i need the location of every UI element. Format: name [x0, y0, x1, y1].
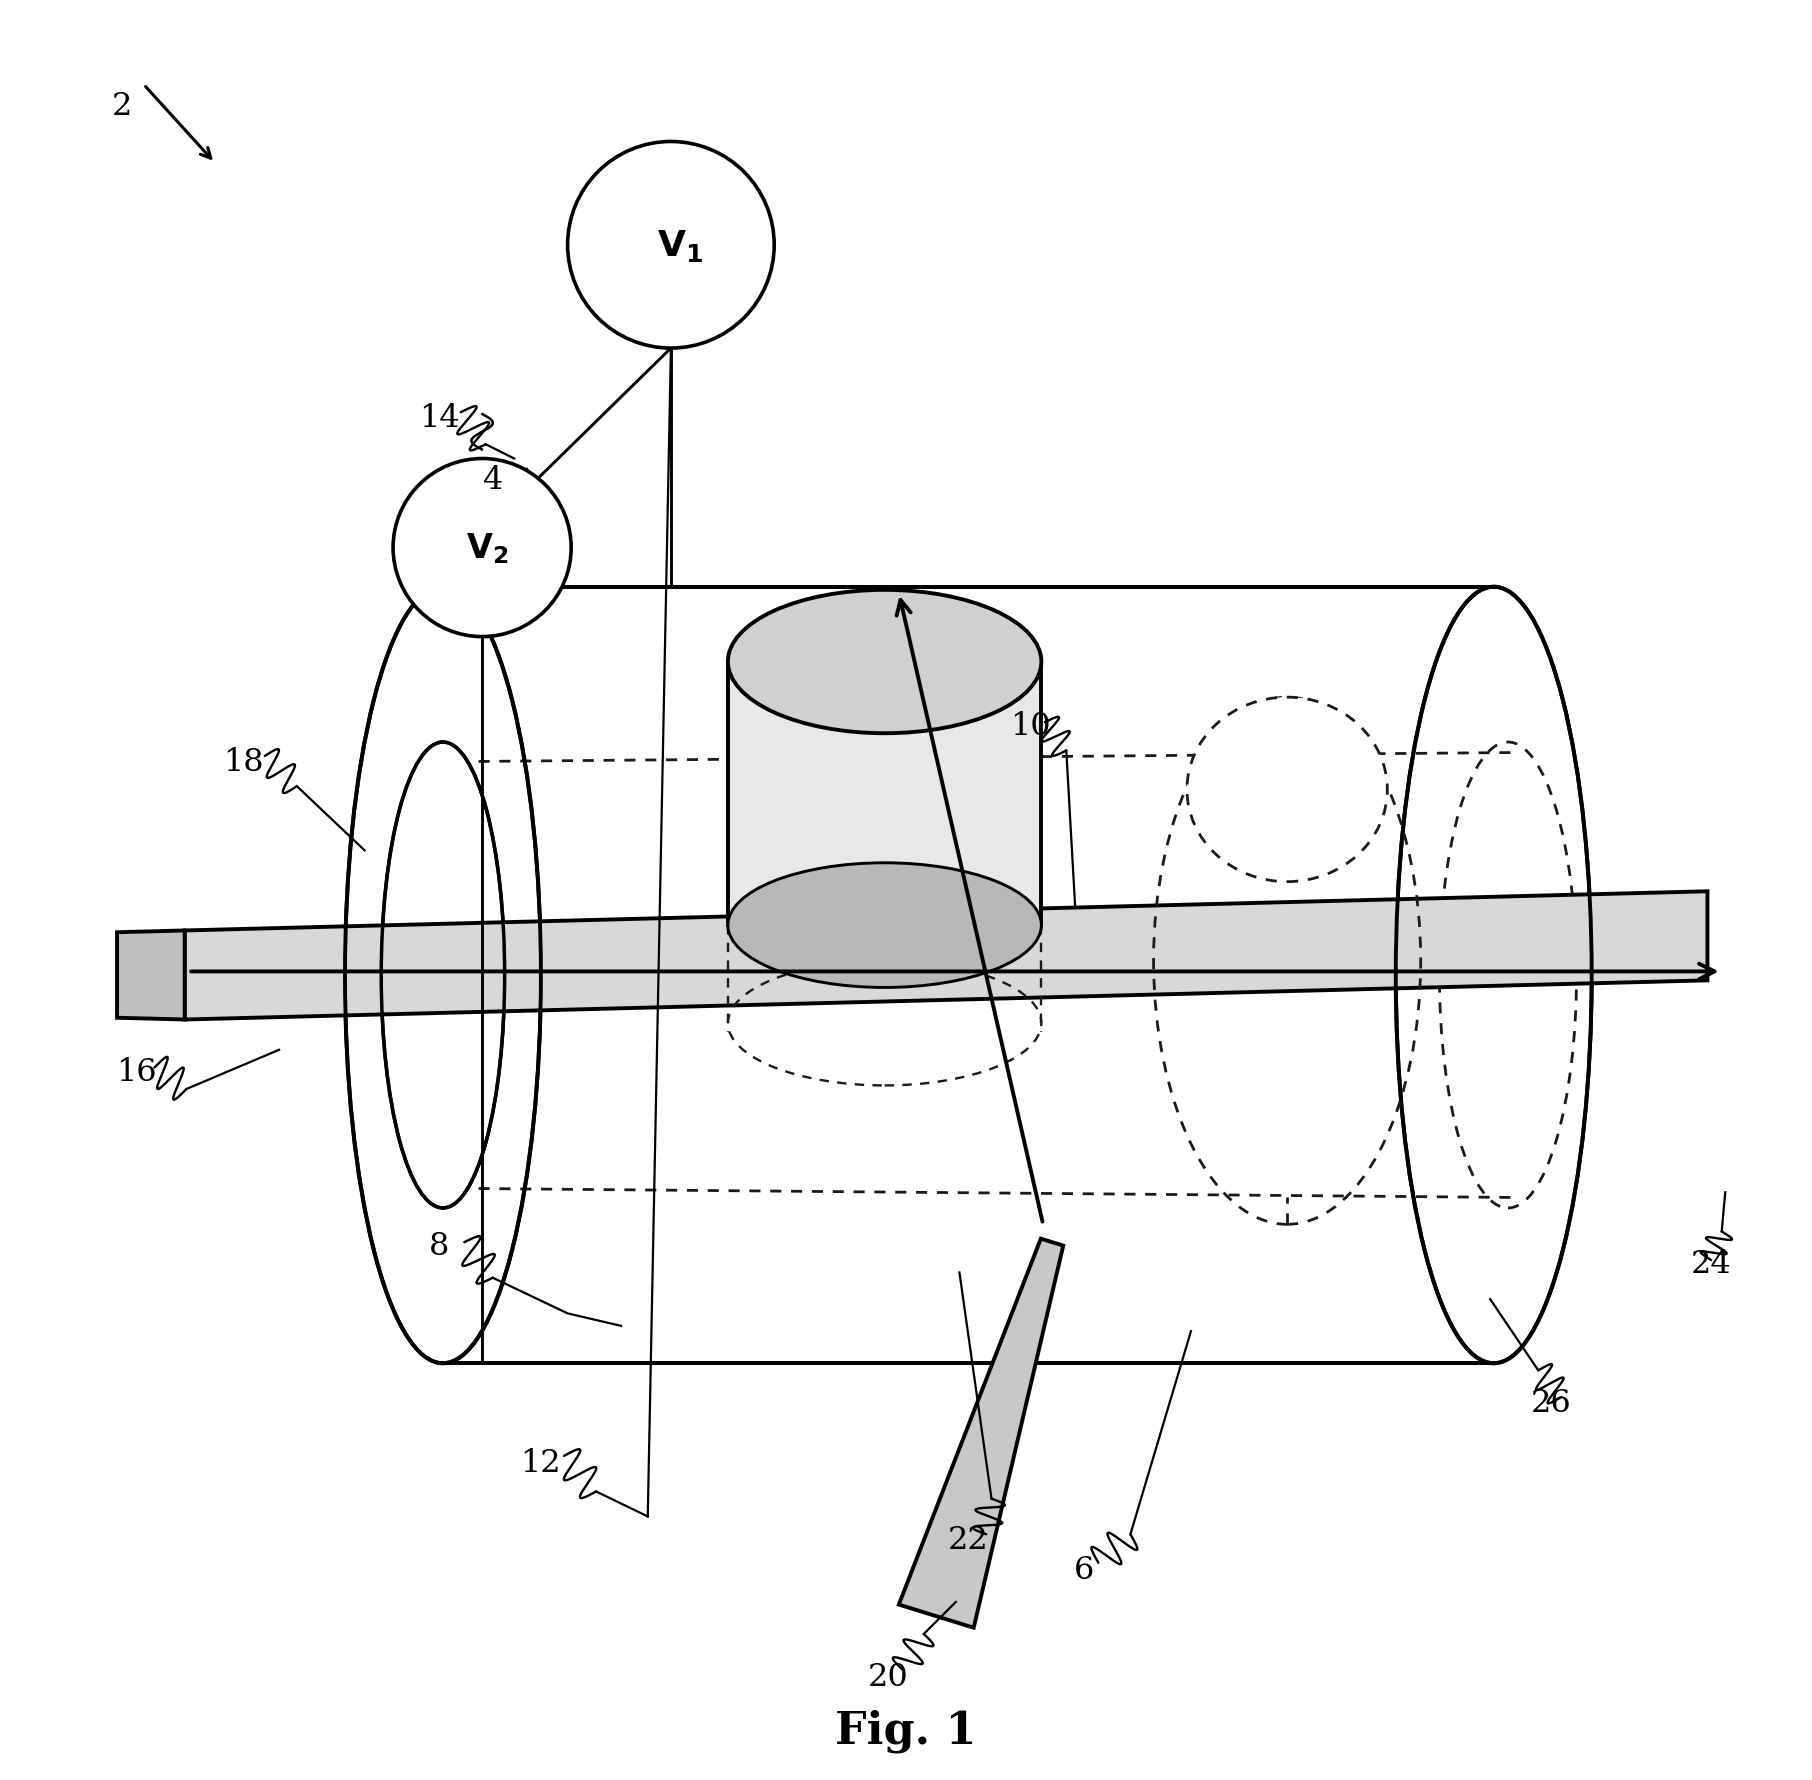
- Text: 16: 16: [116, 1056, 158, 1088]
- Bar: [442, 587, 1493, 1363]
- Text: 6: 6: [1075, 1554, 1094, 1586]
- Text: 24: 24: [1691, 1248, 1732, 1280]
- Text: 22: 22: [948, 1524, 989, 1556]
- Polygon shape: [118, 931, 185, 1020]
- Ellipse shape: [1395, 587, 1591, 1363]
- Text: 4: 4: [482, 465, 504, 497]
- Text: 20: 20: [868, 1661, 908, 1693]
- Text: 8: 8: [429, 1230, 449, 1262]
- Text: $\mathbf{V_2}$: $\mathbf{V_2}$: [466, 530, 509, 566]
- Text: 10: 10: [1011, 710, 1051, 742]
- Bar: [728, 662, 1042, 926]
- Polygon shape: [185, 892, 1707, 1020]
- Circle shape: [393, 459, 571, 637]
- Text: 12: 12: [520, 1447, 562, 1479]
- Circle shape: [567, 142, 774, 349]
- Ellipse shape: [1187, 698, 1388, 883]
- Ellipse shape: [728, 863, 1042, 988]
- Text: 26: 26: [1531, 1387, 1571, 1419]
- Ellipse shape: [728, 591, 1042, 733]
- Text: $\mathbf{V_1}$: $\mathbf{V_1}$: [656, 228, 703, 263]
- Text: Fig. 1: Fig. 1: [835, 1709, 977, 1752]
- Ellipse shape: [381, 742, 506, 1209]
- Text: 18: 18: [223, 746, 265, 778]
- Polygon shape: [899, 1239, 1064, 1629]
- Ellipse shape: [344, 587, 542, 1363]
- Text: 14: 14: [419, 402, 460, 434]
- Text: 2: 2: [112, 91, 132, 123]
